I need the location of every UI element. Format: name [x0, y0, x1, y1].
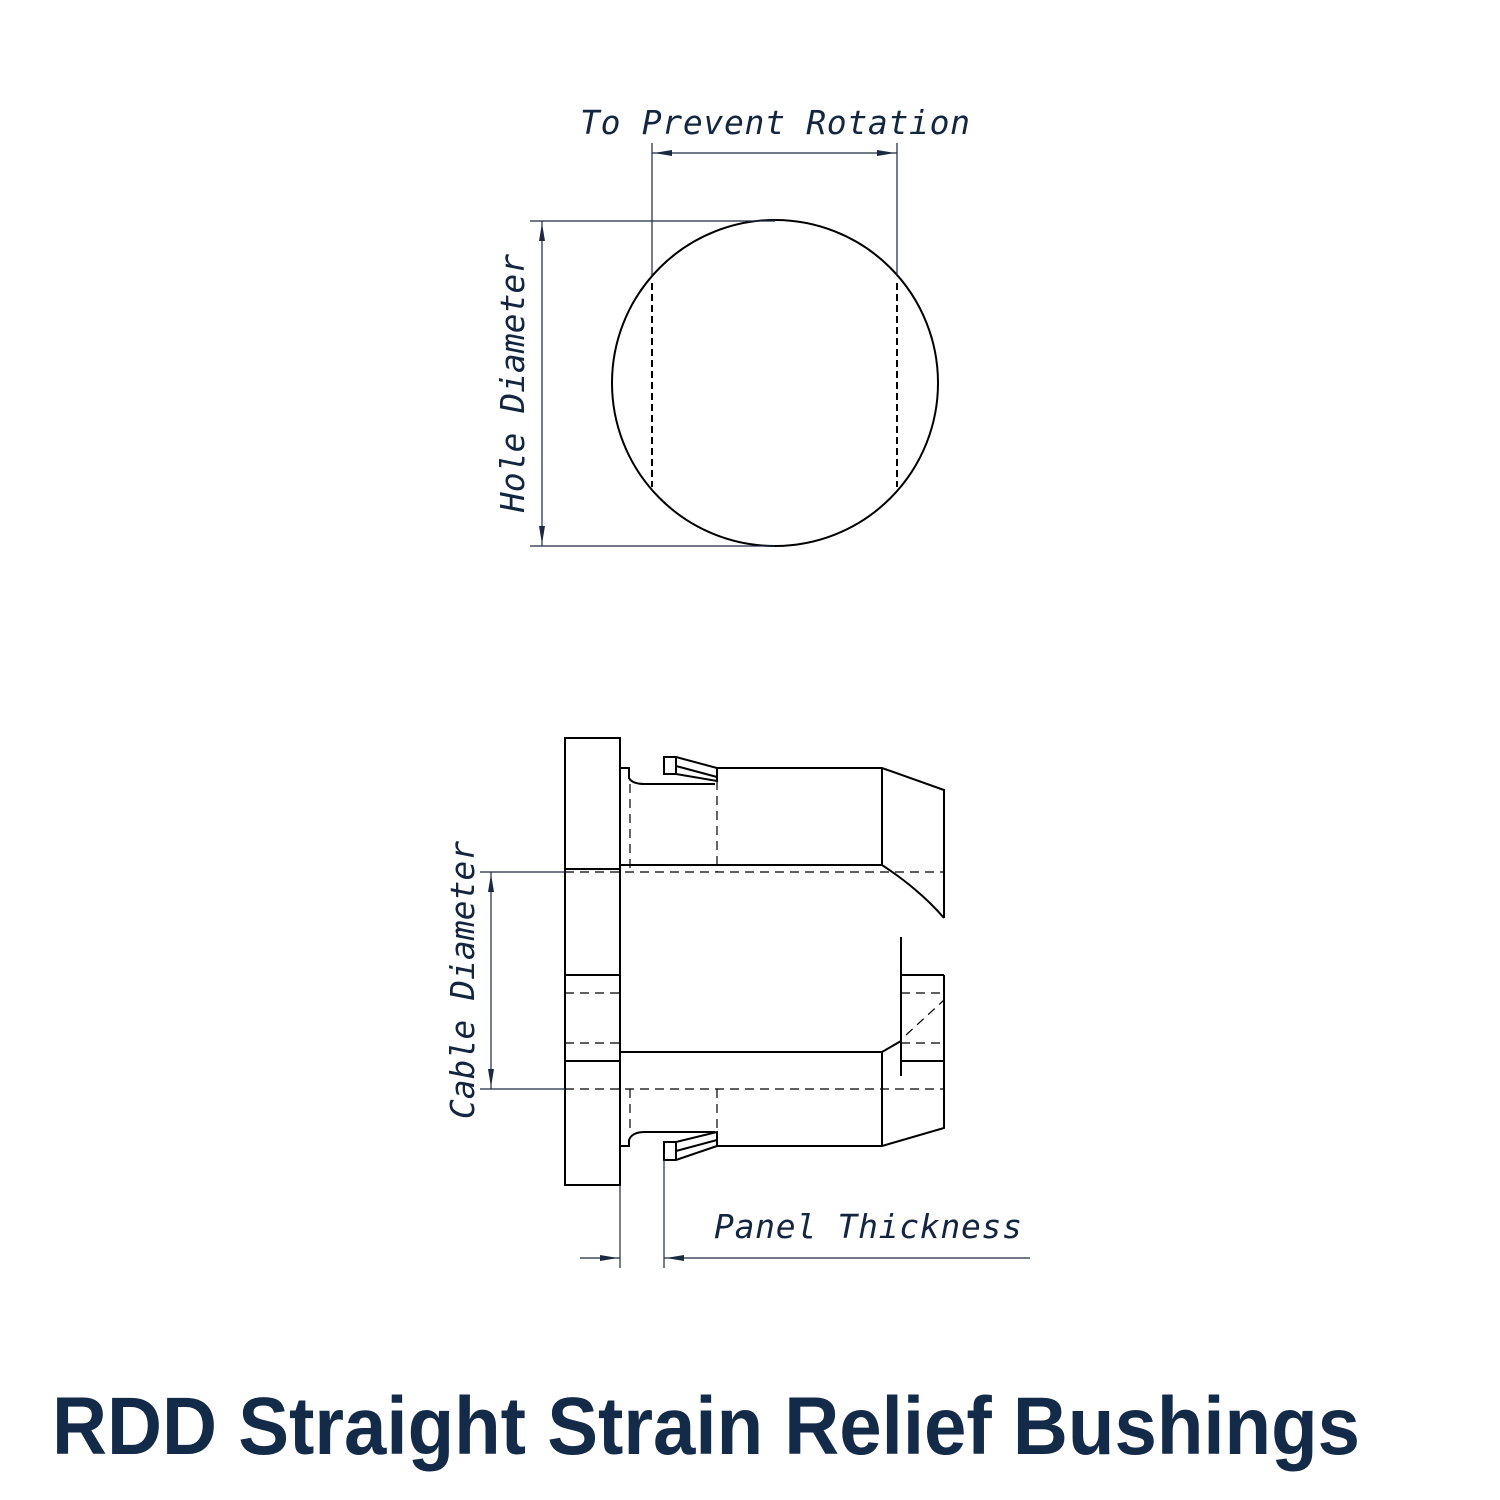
hole-diameter-label: Hole Diameter — [493, 254, 532, 513]
arrow-icon — [539, 223, 545, 241]
rotation-label: To Prevent Rotation — [580, 103, 970, 142]
side-view: Cable Diameter Panel Thickness — [443, 737, 1030, 1268]
body-lower-outline — [620, 975, 945, 1147]
upper-tab — [663, 756, 718, 783]
arrow-icon — [877, 150, 895, 156]
arrow-icon — [488, 1069, 494, 1087]
body-lower-neck — [620, 1131, 715, 1147]
cable-diameter-label: Cable Diameter — [443, 841, 482, 1119]
top-view: To Prevent Rotation Hole Diameter — [493, 103, 970, 547]
page-title: RDD Straight Strain Relief Bushings — [52, 1381, 1360, 1472]
body-upper-neck — [620, 767, 715, 785]
arrow-icon — [488, 874, 494, 892]
arrow-icon — [654, 150, 672, 156]
arrow-icon — [539, 526, 545, 544]
hole-outline — [611, 219, 939, 547]
arrow-icon — [666, 1255, 684, 1261]
flange — [564, 737, 621, 1186]
arrow-icon — [600, 1255, 618, 1261]
lower-tab — [663, 1130, 718, 1161]
panel-thickness-label: Panel Thickness — [714, 1207, 1022, 1246]
body-upper-outline — [620, 767, 945, 919]
slot-hidden — [905, 999, 945, 1036]
